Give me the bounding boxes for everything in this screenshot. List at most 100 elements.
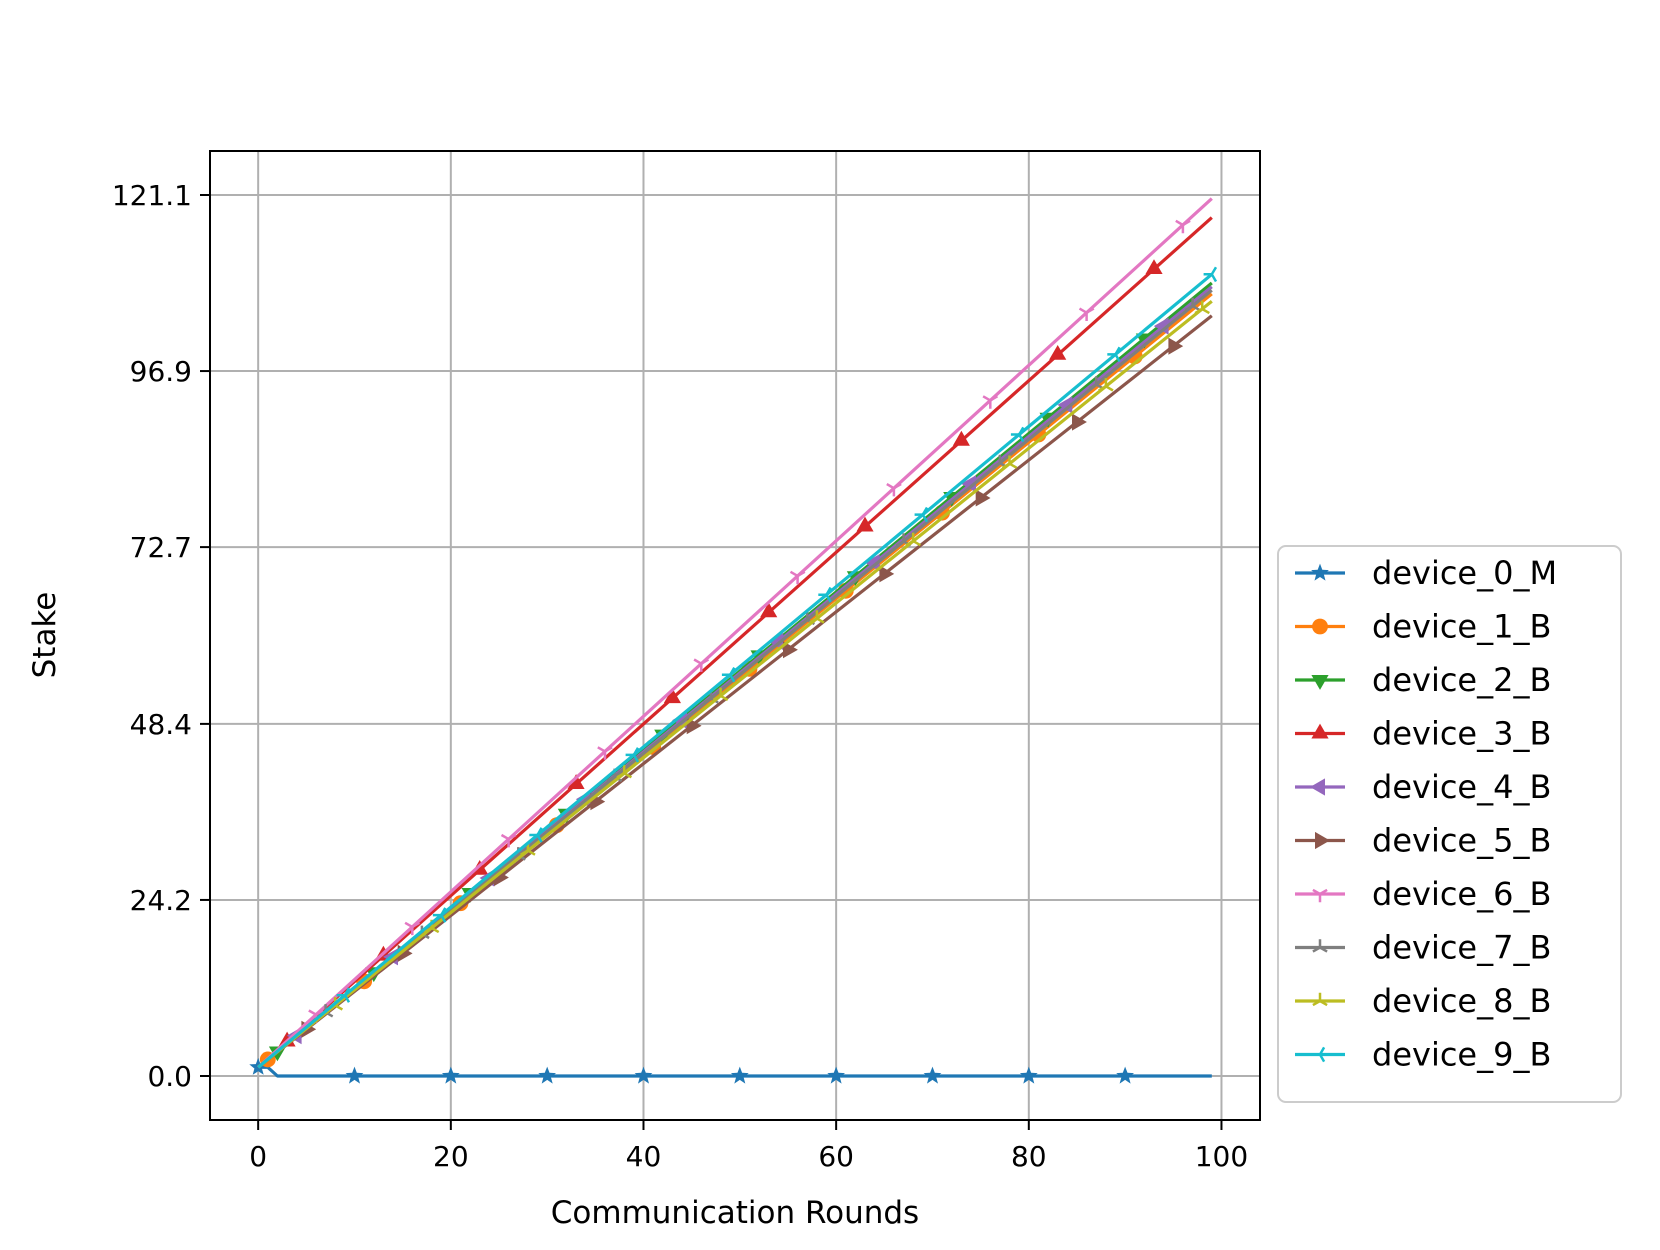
legend: device_0_M device_1_B device_2_B device_3_B…	[1277, 545, 1622, 1103]
series-device_8_B	[257, 299, 1213, 1069]
legend-item: device_2_B	[1295, 661, 1551, 699]
legend-item: device_4_B	[1295, 768, 1551, 806]
data-point	[1116, 1066, 1134, 1084]
legend-marker	[1312, 888, 1328, 903]
legend-item: device_9_B	[1295, 1036, 1551, 1074]
plot-frame	[209, 150, 1261, 1121]
data-point	[864, 554, 880, 572]
data-point	[961, 475, 976, 493]
series-line	[257, 314, 1213, 1069]
y-tick-label: 48.4	[130, 708, 192, 741]
data-point	[818, 586, 832, 603]
data-point	[404, 921, 421, 936]
data-point	[1203, 266, 1218, 283]
y-tick-label: 121.1	[112, 179, 192, 212]
data-point	[663, 688, 681, 704]
legend-label: device_6_B	[1372, 875, 1551, 913]
legend-marker	[1311, 675, 1329, 690]
legend-item: device_0_M	[1295, 554, 1557, 592]
data-point	[1049, 345, 1067, 360]
data-point	[1010, 426, 1025, 443]
data-point	[1019, 1066, 1038, 1084]
legend-item: device_5_B	[1295, 822, 1551, 860]
data-point	[567, 774, 585, 789]
data-point	[809, 610, 825, 624]
data-point	[1072, 413, 1087, 431]
legend-marker	[1311, 723, 1329, 739]
data-point	[886, 483, 902, 497]
legend-marker	[1312, 939, 1328, 953]
legend-marker	[1311, 563, 1329, 581]
legend-label: device_5_B	[1372, 822, 1551, 860]
series-line	[257, 197, 1213, 1069]
legend-label: device_0_M	[1372, 554, 1557, 592]
legend-label: device_1_B	[1372, 608, 1551, 646]
data-point	[625, 747, 640, 763]
data-point	[789, 570, 806, 585]
y-tick-label: 72.7	[130, 531, 192, 564]
series-device_6_B	[257, 197, 1213, 1069]
legend-marker	[1311, 1046, 1326, 1063]
legend-item: device_1_B	[1295, 608, 1551, 646]
x-tick-label: 40	[626, 1140, 662, 1173]
data-point	[529, 827, 543, 843]
data-point	[538, 1066, 556, 1084]
legend-item: device_6_B	[1295, 875, 1551, 913]
grid-layer	[210, 151, 1260, 1120]
y-tick-label: 24.2	[130, 884, 192, 917]
data-point	[914, 506, 929, 523]
x-tick-label: 60	[818, 1140, 854, 1173]
legend-label: device_8_B	[1372, 982, 1551, 1020]
legend-label: device_9_B	[1372, 1036, 1551, 1074]
data-point	[982, 395, 999, 409]
data-point	[952, 430, 970, 446]
data-point	[432, 907, 447, 923]
legend-label: device_7_B	[1372, 929, 1551, 967]
series-device_3_B	[257, 216, 1213, 1069]
legend-marker	[1315, 831, 1330, 850]
data-point	[1078, 307, 1095, 321]
series-line	[257, 299, 1213, 1069]
legend-label: device_3_B	[1372, 715, 1551, 753]
data-point	[1175, 219, 1191, 234]
data-point	[975, 489, 991, 507]
data-point	[1057, 396, 1073, 414]
data-point	[879, 565, 895, 583]
x-tick-label: 20	[433, 1140, 469, 1173]
data-point	[693, 658, 710, 672]
tick-layer: 0 20 40 60 80 100 0.0 24.2 48.4 72.7 96.9 121.1	[112, 179, 1248, 1173]
data-point	[616, 765, 633, 779]
data-point	[1001, 455, 1018, 469]
y-tick-label: 0.0	[147, 1060, 192, 1093]
series-line	[257, 273, 1213, 1069]
data-point	[856, 516, 874, 532]
data-point	[597, 746, 613, 760]
data-point	[1184, 297, 1201, 312]
y-tick-label: 96.9	[130, 355, 192, 388]
y-axis-label: Stake	[27, 592, 63, 679]
series-layer	[249, 197, 1218, 1084]
data-point	[500, 833, 517, 848]
data-point	[905, 532, 922, 547]
legend-item: device_7_B	[1295, 929, 1551, 967]
x-axis-label: Communication Rounds	[551, 1195, 919, 1231]
x-tick-label: 0	[249, 1140, 267, 1173]
x-tick-label: 80	[1011, 1140, 1047, 1173]
data-point	[923, 1066, 942, 1084]
data-point	[1145, 259, 1163, 274]
data-point	[345, 1066, 364, 1084]
data-point	[1098, 378, 1114, 392]
data-point	[730, 1066, 749, 1084]
legend-label: device_4_B	[1372, 768, 1551, 806]
data-point	[1194, 300, 1210, 315]
series-line	[257, 216, 1213, 1069]
data-point	[721, 666, 736, 683]
legend-marker	[1312, 992, 1328, 1007]
series-device_0_M	[249, 1057, 1212, 1084]
data-point	[336, 987, 351, 1003]
legend-item: device_8_B	[1295, 982, 1551, 1020]
legend-marker	[1310, 778, 1325, 796]
legend-item: device_3_B	[1295, 715, 1551, 753]
